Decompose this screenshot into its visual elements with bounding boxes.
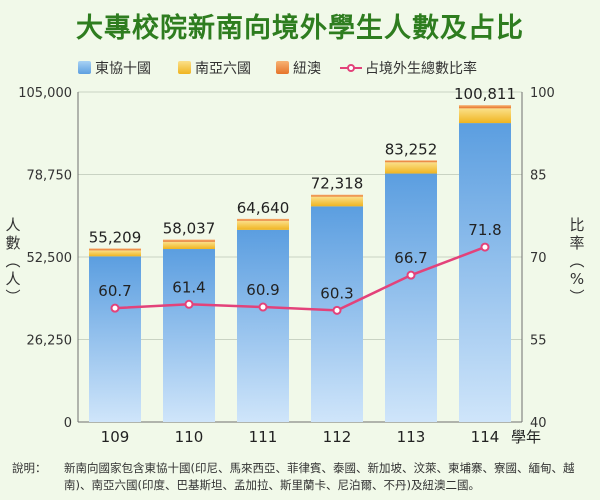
x-tick-label: 111 [249, 428, 278, 446]
bar-total-label: 58,037 [163, 220, 216, 238]
bar-anz [311, 194, 363, 197]
ratio-line [114, 245, 486, 312]
ratio-label: 60.9 [246, 281, 279, 299]
ratio-label: 66.7 [394, 249, 427, 267]
bar-asean [385, 173, 437, 422]
y-right-tick-label: 100 [530, 86, 555, 101]
bar-asean [459, 123, 511, 422]
y-left-tick-label: 105,000 [18, 86, 72, 101]
bar-south-asia [459, 108, 511, 124]
x-tick-label: 109 [101, 428, 130, 446]
bar-south-asia [311, 196, 363, 207]
bar-south-asia [385, 162, 437, 174]
footnote-text: 新南向國家包含東協十國(印尼、馬來西亞、菲律賓、泰國、新加坡、汶萊、柬埔寨、寮國… [64, 461, 575, 492]
legend-item-asean: 東協十國 [78, 58, 151, 78]
bar-asean [89, 256, 141, 422]
legend-item-south-asia: 南亞六國 [178, 58, 251, 78]
legend-swatch-anz [276, 61, 289, 74]
bar-south-asia [237, 220, 289, 230]
bar-anz [385, 160, 437, 163]
bar-south-asia [89, 250, 141, 257]
legend-label-anz: 紐澳 [293, 61, 321, 77]
bar-total-label: 83,252 [385, 140, 438, 158]
bar-anz [89, 248, 141, 251]
x-tick-label: 112 [323, 428, 352, 446]
bar-asean [163, 249, 215, 422]
ratio-point [406, 270, 416, 280]
bar-anz [163, 239, 215, 242]
legend-swatch-ratio [340, 61, 362, 74]
y-right-axis-title: 比率 ︵% ︶ [569, 216, 585, 306]
ratio-point [184, 299, 194, 309]
ratio-label: 71.8 [468, 221, 501, 239]
y-left-tick-label: 52,500 [27, 251, 73, 266]
ratio-point [258, 302, 268, 312]
ratio-label: 60.7 [98, 282, 131, 300]
ratio-point [332, 305, 342, 315]
y-right-tick-label: 85 [530, 169, 547, 184]
legend-swatch-south-asia [178, 61, 191, 74]
bar-anz [237, 218, 289, 221]
ratio-label: 61.4 [172, 278, 205, 296]
bar-asean [237, 229, 289, 422]
legend-label-south-asia: 南亞六國 [195, 61, 251, 77]
legend-item-anz: 紐澳 [276, 58, 321, 78]
ratio-point [480, 242, 490, 252]
ratio-point [110, 303, 120, 313]
x-tick-label: 113 [397, 428, 426, 446]
x-tick-label: 114 [471, 428, 500, 446]
chart-title: 大專校院新南向境外學生人數及占比 [76, 13, 524, 44]
x-tick-label: 110 [175, 428, 204, 446]
y-left-tick-label: 78,750 [27, 169, 73, 184]
legend: 東協十國 南亞六國 紐澳 占境外生總數比率 [0, 58, 600, 80]
y-left-axis-title: 人數 ︵ 人 ︶ [5, 216, 21, 306]
bar-total-label: 72,318 [311, 175, 364, 193]
legend-label-ratio: 占境外生總數比率 [365, 61, 477, 77]
bar-south-asia [163, 241, 215, 250]
footnote-label: 說明： [12, 461, 47, 475]
x-axis-unit: 學年 [511, 428, 541, 446]
bar-total-label: 100,811 [454, 85, 516, 103]
legend-swatch-asean [78, 61, 91, 74]
bar-total-label: 55,209 [89, 228, 142, 246]
y-left-tick-label: 0 [64, 416, 72, 431]
y-right-tick-label: 40 [530, 416, 547, 431]
legend-label-asean: 東協十國 [95, 61, 151, 77]
ratio-label: 60.3 [320, 284, 353, 302]
bar-total-label: 64,640 [237, 199, 290, 217]
bar-anz [459, 105, 511, 109]
y-right-tick-label: 70 [530, 251, 547, 266]
legend-item-ratio: 占境外生總數比率 [340, 58, 477, 78]
combo-chart: 0 26,250 52,500 78,750 105,000 40 55 70 85 100 55,… [18, 85, 555, 446]
y-right-tick-label: 55 [530, 334, 547, 349]
y-left-tick-label: 26,250 [27, 334, 73, 349]
